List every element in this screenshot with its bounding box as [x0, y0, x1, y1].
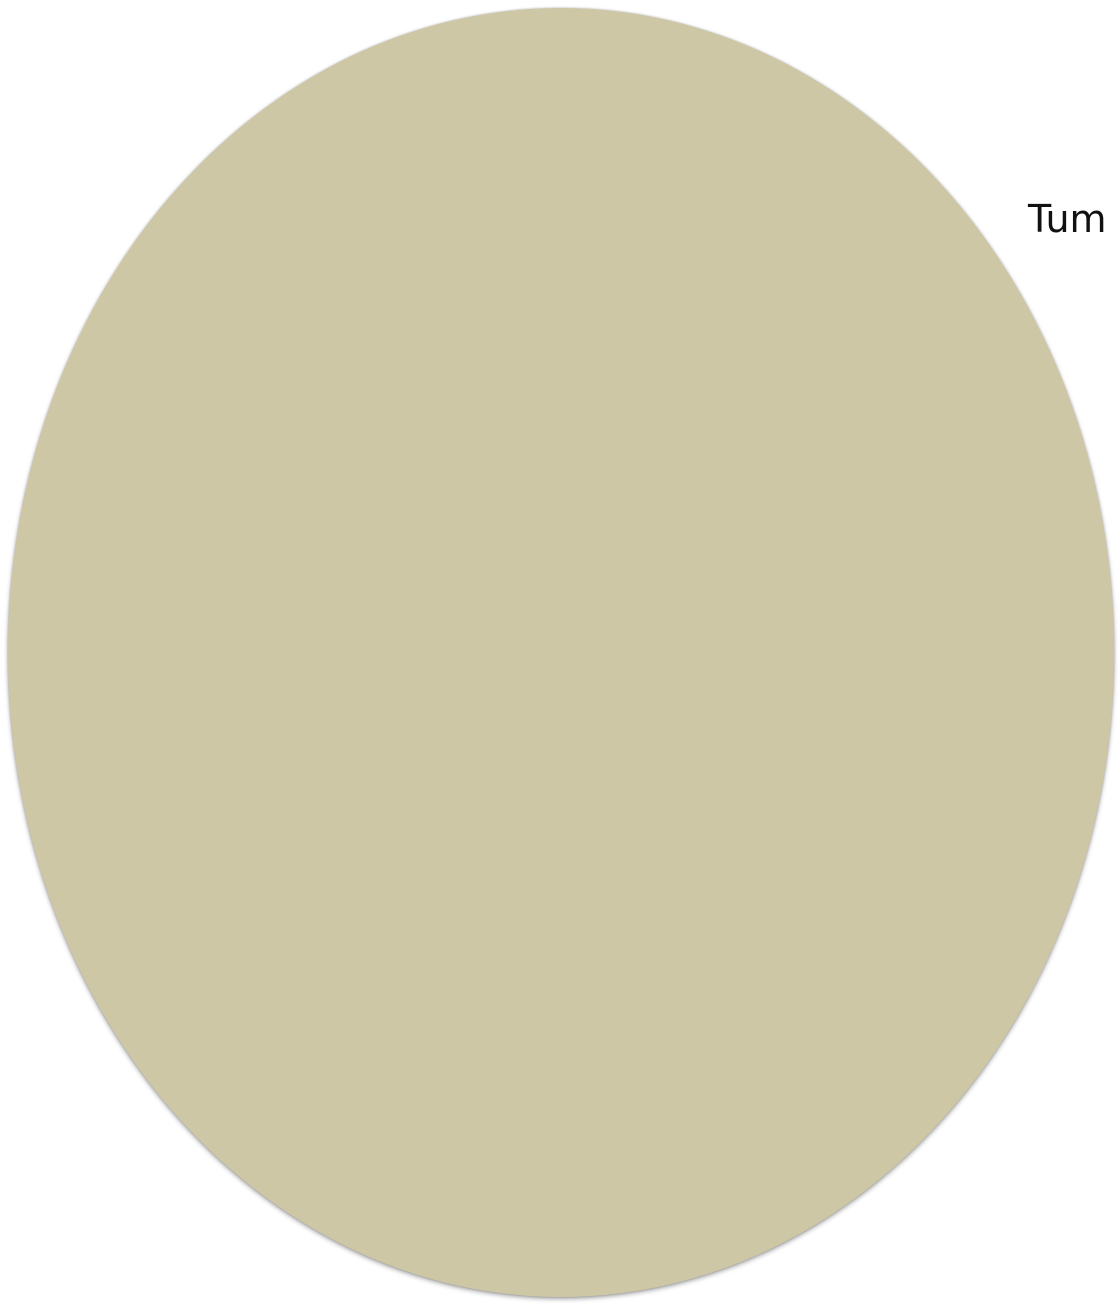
beige-ellipse-shape: [8, 8, 1114, 1297]
tum-label: Tum: [1028, 197, 1107, 241]
